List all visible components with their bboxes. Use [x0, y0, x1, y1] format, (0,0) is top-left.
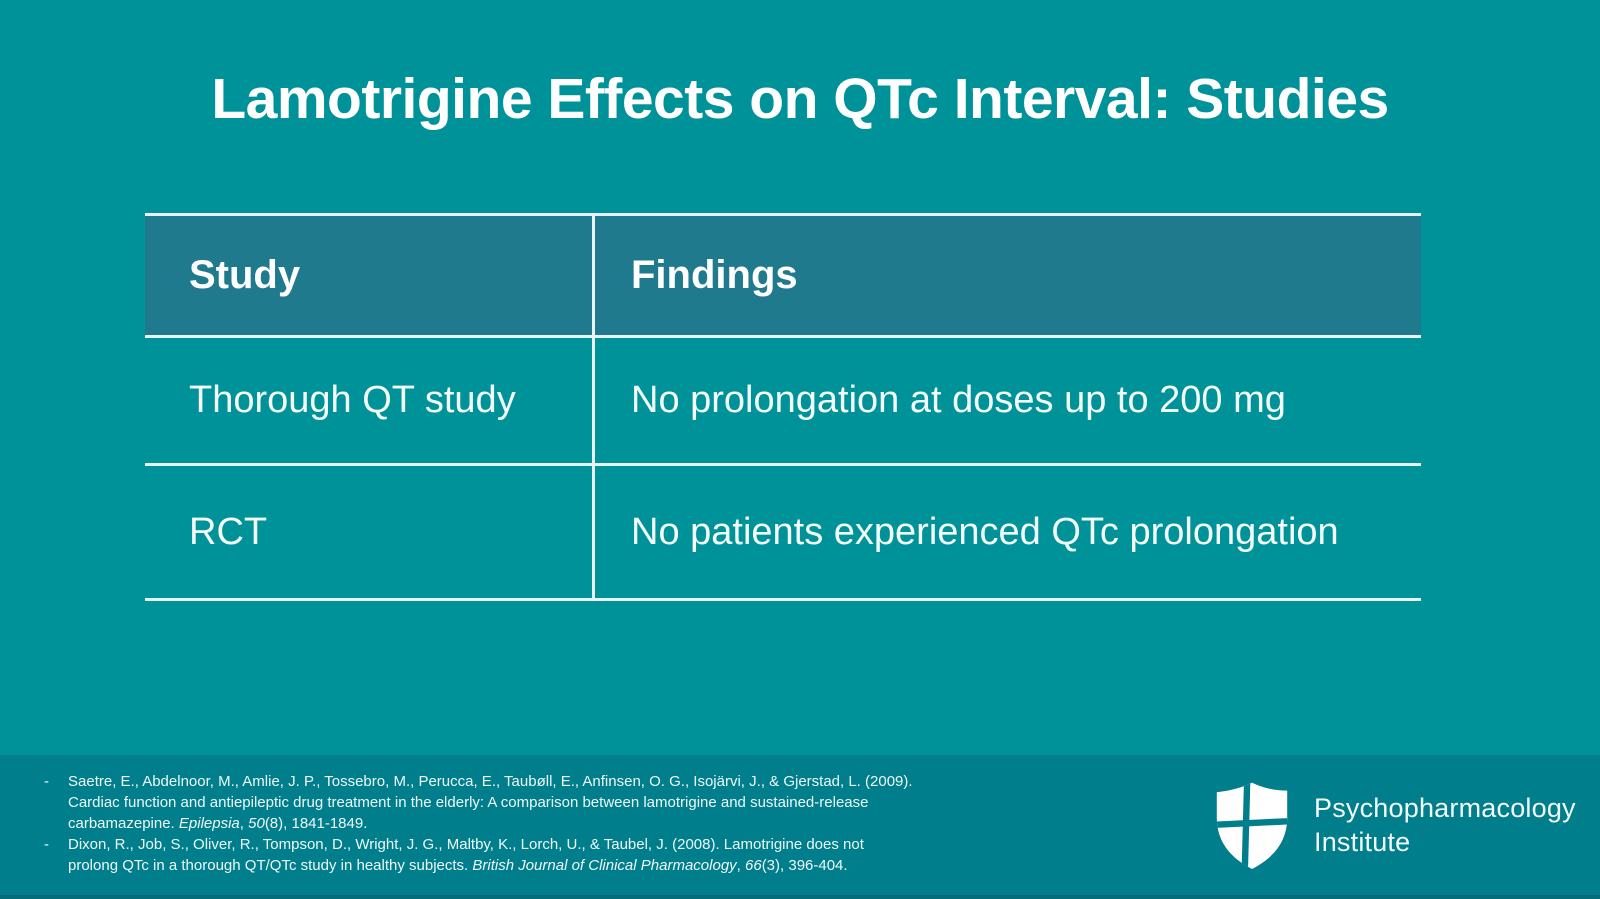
table-cell: No patients experienced QTc prolongation: [592, 466, 1421, 598]
reference-text: Dixon, R., Job, S., Oliver, R., Tompson,…: [68, 836, 864, 874]
table-cell: No prolongation at doses up to 200 mg: [592, 338, 1421, 463]
reference-bullet: -: [44, 836, 49, 853]
table-row: RCT No patients experienced QTc prolongat…: [145, 466, 1421, 601]
logo-line1: Psychopharmacology: [1314, 793, 1576, 823]
table-header-row: Study Findings: [145, 216, 1421, 338]
footer-band: - Saetre, E., Abdelnoor, M., Amlie, J. P.…: [0, 755, 1600, 899]
reference-item: - Dixon, R., Job, S., Oliver, R., Tompson…: [44, 834, 914, 876]
table-header-cell: Study: [189, 253, 301, 297]
table-header-cell: Findings: [592, 216, 1421, 335]
institute-logo: Psychopharmacology Institute: [1212, 781, 1576, 869]
table-cell: RCT: [189, 510, 268, 553]
studies-table: Study Findings Thorough QT study No prolong…: [145, 213, 1421, 601]
reference-bullet: -: [44, 773, 49, 790]
reference-list: - Saetre, E., Abdelnoor, M., Amlie, J. P.…: [44, 771, 914, 876]
slide-title: Lamotrigine Effects on QTc Interval: Stu…: [211, 67, 1389, 131]
logo-text: Psychopharmacology Institute: [1314, 791, 1576, 859]
reference-text: Saetre, E., Abdelnoor, M., Amlie, J. P.,…: [68, 773, 913, 832]
table-row: Thorough QT study No prolongation at dose…: [145, 338, 1421, 466]
table-cell: Thorough QT study: [189, 379, 516, 421]
reference-item: - Saetre, E., Abdelnoor, M., Amlie, J. P.…: [44, 771, 914, 834]
bottom-edge: [0, 895, 1600, 899]
shield-cross-icon: [1212, 781, 1292, 869]
logo-line2: Institute: [1314, 827, 1411, 857]
